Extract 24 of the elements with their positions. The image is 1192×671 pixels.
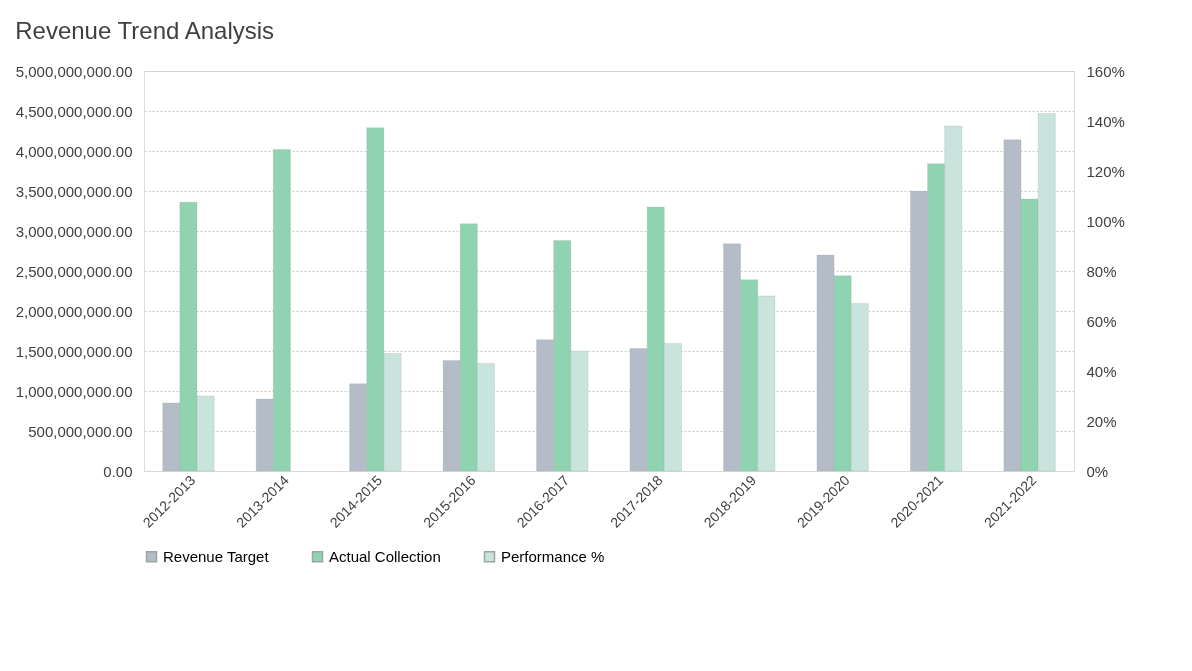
legend-label: Revenue Target xyxy=(163,547,270,565)
y-tick-label: 1,000,000,000.00 xyxy=(15,382,133,400)
chart-title: Revenue Trend Analysis xyxy=(15,17,275,44)
y2-tick-label: 100% xyxy=(1086,212,1125,230)
y2-tick-label: 40% xyxy=(1086,362,1117,380)
y-tick-label: 3,500,000,000.00 xyxy=(15,182,133,200)
y2-tick-label: 0% xyxy=(1086,462,1109,480)
y-tick-label: 2,500,000,000.00 xyxy=(15,262,133,280)
y-tick-label: 3,000,000,000.00 xyxy=(15,222,133,240)
legend-label: Performance % xyxy=(501,547,605,565)
y2-tick-label: 80% xyxy=(1086,262,1117,280)
legend-label: Actual Collection xyxy=(329,547,441,565)
y2-tick-label: 60% xyxy=(1086,312,1117,330)
y2-tick-label: 140% xyxy=(1086,112,1125,130)
y-tick-label: 4,000,000,000.00 xyxy=(15,142,133,160)
y-tick-label: 5,000,000,000.00 xyxy=(15,62,133,80)
y-tick-label: 0.00 xyxy=(103,462,133,480)
y2-tick-label: 120% xyxy=(1086,162,1125,180)
y2-tick-label: 20% xyxy=(1086,412,1117,430)
y-tick-label: 2,000,000,000.00 xyxy=(15,302,133,320)
y2-tick-label: 160% xyxy=(1086,62,1125,80)
y-tick-label: 4,500,000,000.00 xyxy=(15,102,133,120)
y-tick-label: 500,000,000.00 xyxy=(28,422,133,440)
y-tick-label: 1,500,000,000.00 xyxy=(15,342,133,360)
